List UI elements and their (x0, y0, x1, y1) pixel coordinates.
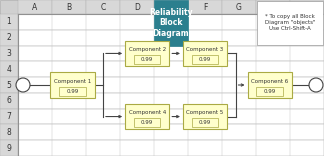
Text: G: G (236, 2, 242, 12)
Text: B: B (66, 2, 72, 12)
Text: 9: 9 (6, 144, 11, 153)
FancyBboxPatch shape (18, 77, 324, 93)
FancyBboxPatch shape (256, 87, 283, 96)
Text: F: F (203, 2, 207, 12)
Text: H: H (270, 2, 276, 12)
Text: 5: 5 (6, 80, 11, 90)
FancyBboxPatch shape (0, 14, 18, 30)
Text: 0.99: 0.99 (141, 57, 153, 62)
FancyBboxPatch shape (134, 118, 160, 127)
FancyBboxPatch shape (154, 0, 188, 14)
Text: Component 2: Component 2 (129, 47, 166, 52)
FancyBboxPatch shape (120, 0, 154, 14)
FancyBboxPatch shape (248, 72, 292, 98)
Text: 2: 2 (6, 33, 11, 42)
Circle shape (16, 78, 30, 92)
FancyBboxPatch shape (0, 124, 18, 140)
FancyBboxPatch shape (257, 1, 323, 45)
Text: 6: 6 (6, 96, 11, 105)
FancyBboxPatch shape (125, 104, 169, 129)
FancyBboxPatch shape (183, 41, 227, 66)
Text: 0.99: 0.99 (141, 120, 153, 125)
FancyBboxPatch shape (50, 72, 95, 98)
FancyBboxPatch shape (18, 93, 324, 109)
FancyBboxPatch shape (18, 46, 324, 61)
Text: Reliability
Block
Diagram: Reliability Block Diagram (149, 8, 193, 38)
Text: Component 4: Component 4 (129, 110, 166, 115)
FancyBboxPatch shape (0, 61, 18, 77)
FancyBboxPatch shape (134, 55, 160, 64)
FancyBboxPatch shape (0, 140, 18, 156)
Text: A: A (32, 2, 38, 12)
Text: * To copy all Block
Diagram "objects"
Use Ctrl-Shift-A: * To copy all Block Diagram "objects" Us… (265, 15, 315, 31)
FancyBboxPatch shape (192, 118, 218, 127)
Text: Component 3: Component 3 (186, 47, 224, 52)
Text: C: C (100, 2, 106, 12)
FancyBboxPatch shape (222, 0, 256, 14)
FancyBboxPatch shape (0, 0, 18, 14)
FancyBboxPatch shape (0, 77, 18, 93)
FancyBboxPatch shape (18, 0, 52, 14)
Text: 7: 7 (6, 112, 11, 121)
Text: Component 5: Component 5 (186, 110, 224, 115)
Text: I: I (306, 2, 308, 12)
Text: D: D (134, 2, 140, 12)
FancyBboxPatch shape (183, 104, 227, 129)
FancyBboxPatch shape (192, 55, 218, 64)
FancyBboxPatch shape (0, 30, 18, 46)
FancyBboxPatch shape (0, 93, 18, 109)
FancyBboxPatch shape (18, 140, 324, 156)
Text: 8: 8 (6, 128, 11, 137)
Text: 0.99: 0.99 (199, 57, 211, 62)
FancyBboxPatch shape (188, 0, 222, 14)
Text: 0.99: 0.99 (199, 120, 211, 125)
Text: 1: 1 (6, 17, 11, 26)
FancyBboxPatch shape (18, 30, 324, 46)
FancyBboxPatch shape (0, 109, 18, 124)
FancyBboxPatch shape (0, 46, 18, 61)
FancyBboxPatch shape (59, 87, 86, 96)
Text: 0.99: 0.99 (263, 89, 276, 94)
FancyBboxPatch shape (52, 0, 86, 14)
FancyBboxPatch shape (154, 0, 188, 46)
Text: Component 6: Component 6 (251, 79, 288, 84)
FancyBboxPatch shape (125, 41, 169, 66)
Circle shape (309, 78, 323, 92)
Text: Component 1: Component 1 (54, 79, 91, 84)
Text: 3: 3 (6, 49, 11, 58)
FancyBboxPatch shape (18, 109, 324, 124)
Text: E: E (168, 2, 173, 12)
Text: 0.99: 0.99 (66, 89, 78, 94)
FancyBboxPatch shape (18, 124, 324, 140)
FancyBboxPatch shape (86, 0, 120, 14)
FancyBboxPatch shape (256, 0, 290, 14)
FancyBboxPatch shape (18, 61, 324, 77)
FancyBboxPatch shape (18, 14, 324, 30)
FancyBboxPatch shape (290, 0, 324, 14)
Text: 4: 4 (6, 65, 11, 74)
